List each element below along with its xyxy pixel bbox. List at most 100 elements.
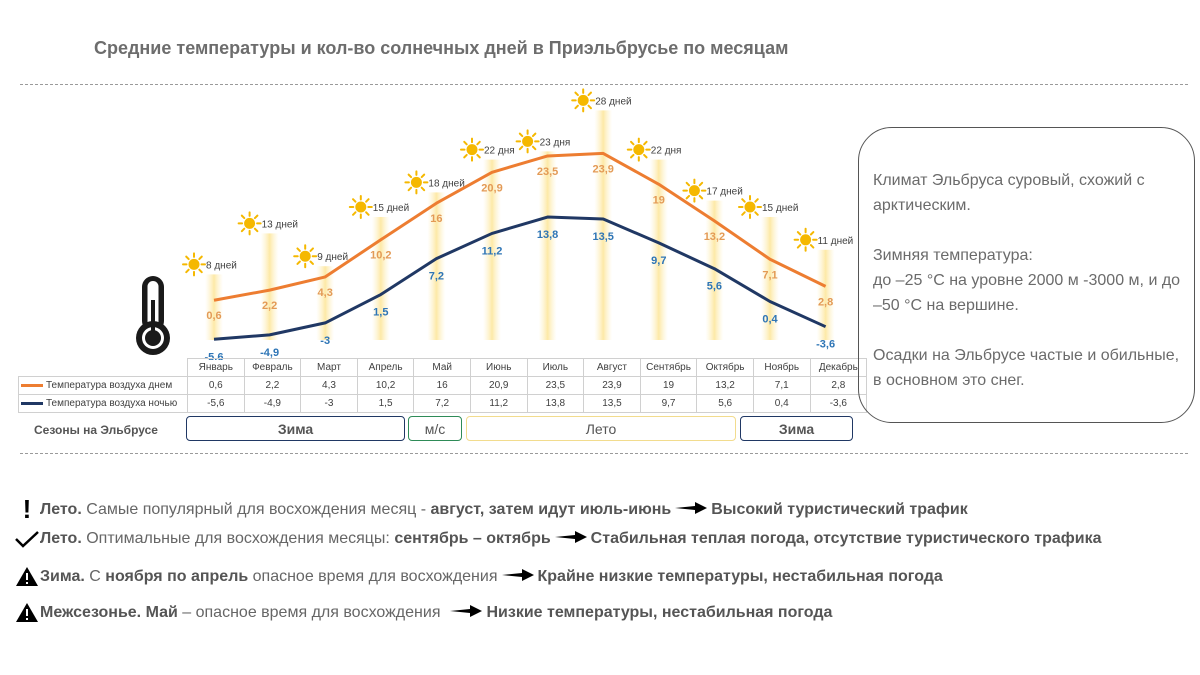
note-3-bold: ноября по апрель: [105, 567, 249, 585]
season-summer: Лето: [466, 416, 736, 441]
table-month-header: Август: [583, 358, 641, 377]
note-1: ! Лето. Самые популярный для восхождения…: [14, 494, 968, 525]
sun-core: [355, 201, 367, 213]
sunny-day-bars: [205, 110, 835, 341]
arrow-right-icon: [501, 568, 534, 586]
sunny-bar: [483, 159, 501, 340]
sun-ray: [476, 140, 481, 146]
sun-core: [244, 217, 256, 229]
sunny-days-label: 8 дней: [206, 260, 237, 271]
sunny-bar: [371, 217, 390, 340]
sun-icon: [793, 227, 818, 252]
sun-core: [188, 258, 200, 270]
table-night-cell: 9,7: [639, 394, 698, 413]
table-night-cell: 11,2: [469, 394, 528, 413]
table-day-cell: 0,6: [187, 376, 245, 395]
sun-icon: [460, 137, 484, 162]
day-temperature-label: 10,2: [370, 250, 391, 262]
note-3: Зима. С ноября по апрель опасное время д…: [14, 566, 943, 587]
day-temperature-label: 7,1: [762, 269, 777, 281]
table-day-cell: 23,9: [583, 376, 641, 395]
sunny-bar: [205, 274, 223, 340]
sunny-bar: [649, 159, 668, 340]
sun-core: [577, 94, 589, 106]
sun-ray: [185, 268, 190, 274]
note-2-text: Оптимальные для восхождения месяцы:: [81, 530, 395, 547]
night-temperature-label: 9,7: [651, 255, 666, 267]
sun-ray: [420, 173, 426, 179]
table-day-cell: 2,2: [243, 376, 302, 395]
table-month-header: Сентябрь: [639, 358, 698, 377]
day-temperature-label: 2,8: [818, 296, 833, 308]
legend-day: Температура воздуха днем: [18, 376, 188, 395]
thermometer-icon: [136, 276, 170, 355]
sunny-days-label: 13 дней: [262, 219, 298, 230]
sun-ray: [309, 260, 314, 265]
info-paragraph-2: Зимняя температура: до –25 °С на уровне 2…: [873, 243, 1184, 318]
table-month-header: Октябрь: [696, 358, 754, 377]
sun-ray: [809, 244, 815, 249]
sun-ray: [518, 145, 524, 151]
sun-icon: [182, 252, 206, 277]
sun-core: [522, 135, 534, 147]
legend-night: Температура воздуха ночью: [18, 394, 188, 413]
seasons-label: Сезоны на Эльбрусе: [34, 423, 158, 437]
night-temperature-label: -3,6: [816, 339, 835, 351]
note-4-result: Низкие температуры, нестабильная погода: [486, 603, 833, 621]
table-day-cell: 19: [639, 376, 698, 395]
info-winter-heading: Зимняя температура:: [873, 247, 1033, 264]
sun-ray: [698, 194, 704, 200]
data-table: Январь Февраль Март Апрель Май Июнь Июль Август…: [18, 358, 868, 413]
sunny-days-label: 9 дней: [317, 252, 348, 263]
top-divider: [20, 84, 1188, 85]
table-month-header: Июнь: [469, 358, 528, 377]
table-day-cell: 4,3: [300, 376, 358, 395]
sun-icon: [738, 195, 762, 219]
sunny-bar: [816, 249, 835, 340]
sun-ray: [296, 260, 301, 265]
warning-icon: [14, 602, 40, 623]
sun-ray: [463, 140, 468, 146]
info-paragraph-3: Осадки на Эльбрусе частые и обильные, в …: [873, 347, 1180, 389]
note-3-head: Зима.: [40, 567, 85, 585]
table-month-header: Ноябрь: [752, 358, 811, 377]
sun-ray: [574, 91, 579, 97]
note-2: Лето. Оптимальные для восхождения месяцы…: [14, 530, 1102, 548]
sun-ray: [198, 255, 203, 261]
day-temperature-label: 23,5: [537, 166, 558, 178]
sun-ray: [309, 247, 314, 252]
sun-ray: [531, 145, 537, 151]
legend-day-label: Температура воздуха днем: [46, 380, 173, 391]
sun-core: [744, 201, 756, 213]
table-night-cell: 13,5: [583, 394, 641, 413]
info-paragraph-1: Климат Эльбруса суровый, схожий с арктич…: [873, 172, 1145, 214]
sun-core: [688, 185, 700, 197]
sun-ray: [420, 186, 426, 192]
sunny-bar: [761, 217, 779, 340]
sun-ray: [754, 198, 759, 203]
sunny-bar: [427, 192, 446, 340]
day-temperature-label: 16: [430, 213, 442, 225]
sun-ray: [685, 194, 691, 200]
table-day-cell: 23,5: [526, 376, 585, 395]
table-month-header: Январь: [187, 358, 245, 377]
sunny-days-label: 22 дня: [651, 146, 682, 157]
day-temperature-label: 20,9: [481, 182, 502, 194]
season-offseason: м/с: [408, 416, 462, 441]
note-2-bold: сентябрь – октябрь: [394, 530, 551, 547]
note-4-head: Межсезонье. Май: [40, 603, 178, 621]
note-1-result: Высокий туристический трафик: [711, 500, 968, 518]
sun-icon: [404, 170, 429, 195]
night-temperature-label: 5,6: [707, 281, 722, 293]
night-temperature-label: -3: [320, 335, 330, 347]
sun-icon: [571, 88, 596, 113]
note-1-bold: август, затем идут июль-июнь: [430, 500, 672, 518]
table-day-cell: 7,1: [752, 376, 811, 395]
sun-ray: [407, 173, 413, 179]
sun-core: [800, 234, 812, 246]
sun-core: [633, 144, 645, 156]
note-3-result: Крайне низкие температуры, нестабильная …: [537, 567, 943, 585]
sunny-bar: [594, 110, 613, 341]
arrow-right-icon: [450, 604, 483, 622]
table-month-header: Февраль: [243, 358, 302, 377]
